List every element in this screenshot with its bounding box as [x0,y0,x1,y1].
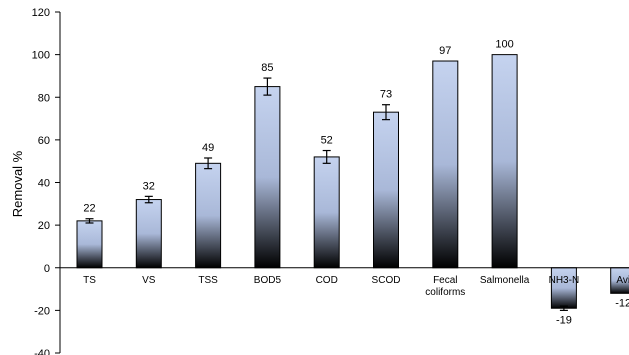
y-axis-ticks: -40 -20 0 20 40 60 80 100 120 [32,7,60,355]
x-category-label: NH3-N [549,275,580,286]
x-category-label: VS [142,275,156,286]
bars [76,54,629,309]
axes [59,12,629,353]
bar [373,111,399,269]
x-category-label: SCOD [372,275,401,286]
bar [491,54,518,269]
data-label: 32 [143,180,155,192]
data-label: 97 [439,45,451,57]
bar [254,86,281,269]
bar [135,199,162,269]
data-label: 85 [261,62,273,74]
y-tick-label: -20 [34,305,50,317]
data-label: -19 [556,314,572,326]
x-category-label: TSS [198,275,218,286]
error-bars [85,77,568,311]
data-label: 49 [202,142,214,154]
data-label: 22 [83,203,95,215]
data-labels: 22 32 49 85 52 73 97 100 -19 -12 [83,39,629,327]
y-tick-label: 120 [32,7,50,19]
bar [195,162,222,269]
y-axis-label: Removal % [10,150,25,217]
x-category-label: Salmonella [480,275,530,286]
x-category-label: Avi [616,275,629,286]
data-label: 100 [495,39,513,51]
bar [313,156,340,269]
y-tick-label: -40 [34,348,50,355]
y-tick-label: 40 [38,178,50,190]
y-tick-label: 0 [44,263,50,275]
x-category-label: BOD5 [254,275,282,286]
bar [432,60,459,269]
x-category-label: TS [83,275,96,286]
data-label: 52 [321,135,333,147]
data-label: 73 [380,89,392,101]
y-tick-label: 20 [38,220,50,232]
bar [76,220,103,269]
x-category-label: COD [316,275,338,286]
y-tick-label: 80 [38,92,50,104]
data-label: -12 [615,297,629,309]
y-tick-label: 60 [38,135,50,147]
x-category-label: Fecal coliforms [425,275,465,298]
category-labels: TS VS TSS BOD5 COD SCOD Fecal coliforms Salmonel… [83,275,629,298]
y-tick-label: 100 [32,50,50,62]
